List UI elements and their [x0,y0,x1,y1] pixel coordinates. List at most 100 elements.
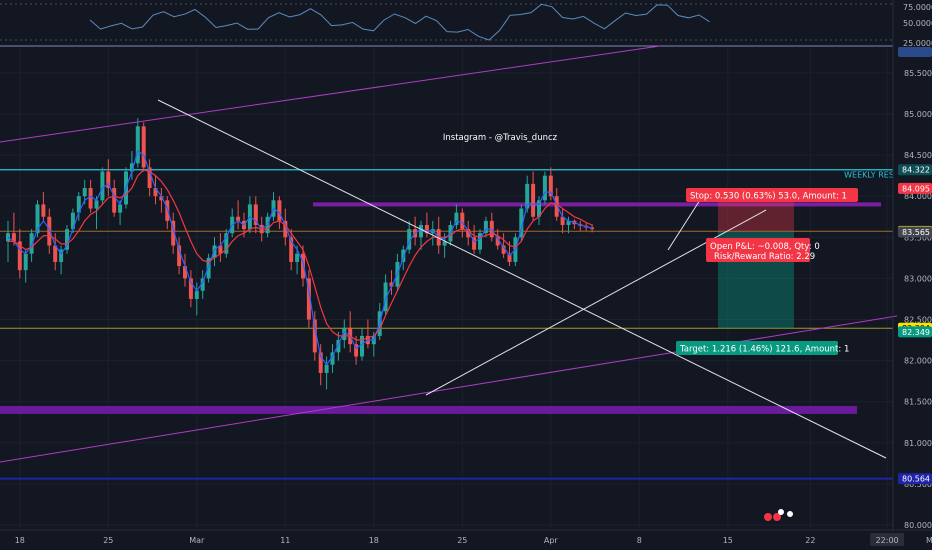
candle-body [236,216,241,221]
ma-red-line [8,169,593,341]
event-icons[interactable] [764,509,793,521]
time-tick: Mar [189,536,205,545]
candle-body [171,220,176,246]
event-icon[interactable] [778,509,784,515]
lower-channel-line [0,315,898,463]
candle-body [554,196,559,217]
candle-body [41,204,46,217]
candle-body [188,278,193,299]
candle-body [106,171,111,188]
price-tag: 84.322 [902,166,930,175]
candle-body [301,253,305,279]
osc-current-tag [898,47,932,57]
candle-body [295,253,300,262]
candle-body [466,229,471,238]
candle-body [336,340,341,353]
watermark-text: Instagram - @Travis_duncz [443,133,558,143]
event-icon[interactable] [787,511,793,517]
pnl-label-bg [706,238,810,262]
candle-body [47,216,52,246]
candle-body [454,212,459,225]
stop-label: Stop: 0.530 (0.63%) 53.0, Amount: 1 [690,192,847,202]
candle-body [283,220,288,238]
candle-body [200,278,205,291]
purple-support-zone [0,405,857,414]
price-tag-bg [898,326,932,338]
price-tick: 81.500 [904,398,932,407]
time-tick: 11 [280,536,290,545]
candle-body [531,183,536,217]
candle-body [6,233,10,242]
candle-body [29,233,34,254]
stop-label-bg [686,188,858,202]
drawings-layer: Stop: 0.530 (0.63%) 53.0, Amount: 1 Open … [0,45,898,463]
candle-body [548,175,553,197]
time-tick: 22:00 [876,536,899,545]
candle-body [507,253,512,262]
candle-body [519,208,524,238]
candle-body [100,171,105,201]
price-tag-bg [898,164,932,176]
osc-tick: 50.0000 [903,19,932,28]
candle-body [17,241,22,271]
price-tick: 80.500 [904,480,932,489]
candle-body [147,167,152,188]
candle-body [566,220,571,225]
time-tick: 18 [15,536,25,545]
osc-tick: 25.0000 [903,39,932,48]
price-axis[interactable]: 80.000 80.500 81.000 81.500 82.000 82.500 83.0… [904,69,932,530]
candle-body [59,249,64,262]
candle-body [342,327,347,341]
time-tick: 22 [805,536,815,545]
candle-body [76,196,81,213]
pnl-label: Open P&L: ~0.008, Qty: 0 [710,242,820,252]
candle-body [141,126,146,168]
time-tick: 15 [723,536,733,545]
candle-body [501,245,506,254]
candle-body [153,187,158,197]
price-tag: 84.095 [902,184,930,193]
time-cursor-bg [870,533,905,546]
candle-body [94,200,99,209]
candle-body [159,196,164,201]
candle-body [383,282,388,312]
candle-body [218,245,223,254]
time-tick: 25 [103,536,113,545]
candle-body [360,335,364,357]
candle-body [53,245,58,262]
target-label-bg [676,341,838,355]
candle-body [537,200,541,217]
candle-body [354,344,359,357]
price-tick: 82.500 [904,316,932,325]
candle-body [407,229,412,250]
candle-body [478,233,482,250]
price-tick: 80.000 [904,521,932,530]
time-tick: 25 [457,536,467,545]
candle-body [472,237,477,250]
event-icon[interactable] [764,513,772,521]
candle-body [35,204,40,234]
candle-body [224,233,229,254]
candle-body [330,352,335,365]
candle-body [419,224,423,238]
price-tick: 84.500 [904,151,932,160]
rr-label: Risk/Reward Ratio: 2.29 [714,252,815,262]
time-tick: May [926,536,932,545]
upper-channel-line [0,45,661,143]
price-tag: 83.565 [902,228,930,237]
price-tick: 85.500 [904,69,932,78]
candle-body [324,364,329,373]
candle-body [495,237,500,246]
time-tick: 18 [369,536,379,545]
candle-body [318,352,323,373]
price-tick: 82.000 [904,357,932,366]
price-tick: 83.000 [904,274,932,283]
event-icon[interactable] [773,513,781,521]
purple-resistance-zone [313,202,881,207]
wedge-line [667,199,701,251]
candle-body [277,200,282,221]
price-tag: 82.349 [902,328,930,337]
candle-body [70,212,75,230]
